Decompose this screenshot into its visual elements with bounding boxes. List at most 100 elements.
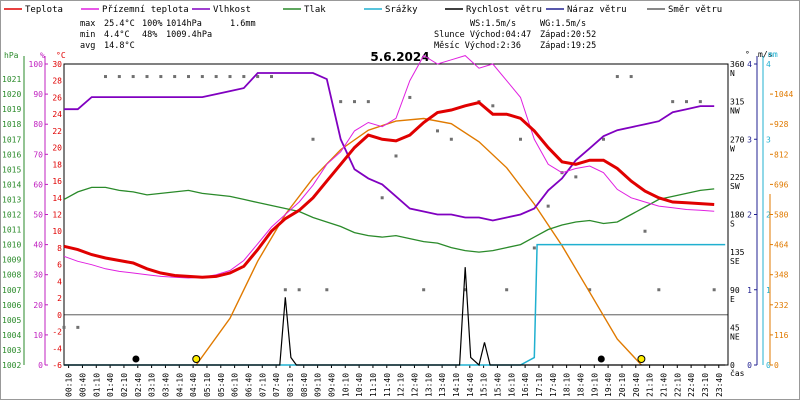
wind-direction-mark [615,75,619,79]
x-axis-title: čas [730,368,745,378]
wind-direction-mark [505,288,509,292]
x-tick-label: 10:40 [355,373,364,397]
wind-direction-mark [519,137,522,141]
wind-direction-mark [228,75,232,79]
x-tick-label: 03:40 [161,373,170,397]
solar-radiation-line [195,117,642,366]
hpa-tick-label: 1002 [2,361,21,370]
rain-tick-label: 2 [766,211,771,220]
hpa-tick-label: 1016 [2,150,21,159]
x-tick-label: 06:40 [244,373,253,397]
radiation-tick-label: 116 [774,331,789,340]
wind-direction-mark [629,75,633,79]
rain-tick-label: 0 [766,361,771,370]
x-tick-label: 12:40 [410,373,419,397]
x-tick-label: 13:10 [424,373,433,397]
x-tick-label: 14:10 [452,373,461,397]
temp-tick-label: 14 [52,194,62,203]
wind-direction-mark [463,288,467,292]
x-tick-label: 19:10 [590,373,599,397]
legend-label: Rychlost větru [466,5,542,15]
direction-cardinal-label: NE [730,332,740,341]
direction-cardinal-label: N [730,69,735,78]
hpa-tick-label: 1014 [2,180,21,189]
wind-direction-mark [187,75,190,79]
temp-tick-label: 30 [52,60,62,69]
wind-direction-mark [104,75,107,79]
wind-direction-mark [546,204,550,208]
humidity-tick-label: 100 [29,60,44,69]
wind-direction-mark [353,100,356,104]
wind-direction-mark [131,75,135,79]
wind-direction-mark [256,75,260,79]
humidity-tick-label: 10 [33,331,43,340]
stat-max-humidity: 100% [142,19,162,29]
pressure-line [63,186,715,253]
wind-direction-mark [574,175,578,179]
direction-tick-label: 315 [730,98,745,107]
radiation-tick-label: 0 [774,361,779,370]
wind-direction-mark [366,100,370,104]
hpa-tick-label: 1019 [2,105,21,114]
wind-direction-mark [311,137,315,141]
stat-max-temp: 25.4°C [104,19,135,29]
direction-tick-label: 270 [730,135,745,144]
x-tick-label: 01:10 [92,373,101,397]
radiation-tick-label: 1044 [774,90,793,99]
x-tick-label: 21:10 [646,373,655,397]
wind-direction-mark [491,104,495,108]
direction-tick-label: 360 [730,60,745,69]
hpa-tick-label: 1020 [2,90,21,99]
direction-cardinal-label: SW [730,182,740,191]
x-tick-label: 04:10 [175,373,184,397]
legend-label: Srážky [385,5,418,15]
temp-tick-label: 2 [57,294,62,303]
x-tick-label: 08:40 [300,373,309,397]
radiation-tick-label: 696 [774,180,789,189]
x-tick-label: 00:10 [65,373,74,397]
info-wind-gust: WG:1.5m/s [540,19,586,29]
hpa-tick-label: 1003 [2,346,21,355]
humidity-axis-title: % [40,51,45,60]
radiation-tick-label: 464 [774,241,789,250]
x-tick-label: 14:40 [466,373,475,397]
legend-label: Přízemní teplota [102,5,189,15]
x-tick-label: 10:10 [341,373,350,397]
stat-avg-label: avg [80,41,95,51]
radiation-tick-label: 580 [774,211,789,220]
x-tick-label: 17:40 [549,373,558,397]
wind-direction-mark [145,75,149,79]
temp-tick-label: 16 [52,177,62,186]
direction-tick-label: 225 [730,173,745,182]
direction-tick-label: 0 [730,361,735,370]
temp-tick-label: 6 [57,261,62,270]
wind-direction-mark [380,196,384,200]
legend-label: Tlak [304,5,326,15]
stat-max-label: max [80,19,95,29]
x-tick-label: 09:40 [327,373,336,397]
wind-direction-mark [214,75,218,79]
info-moonset: Západ:19:25 [540,41,596,51]
radiation-tick-label: 928 [774,120,789,129]
rain-tick-label: 1 [766,286,771,295]
legend-label: Teplota [25,5,63,15]
x-tick-label: 08:10 [286,373,295,397]
direction-cardinal-label: W [730,144,735,153]
wind-direction-mark [173,75,177,79]
temperature-line [63,100,715,279]
x-tick-label: 05:40 [217,373,226,397]
humidity-tick-label: 80 [33,120,43,129]
wind-direction-mark [270,75,273,79]
ground-temperature-line [63,54,715,279]
wind-direction-mark [712,288,716,292]
windspeed-tick-label: 3 [747,135,752,144]
plot-border [63,63,729,366]
moonset-marker [597,355,605,363]
radiation-tick-label: 812 [774,150,789,159]
stat-avg-temp: 14.8°C [104,41,135,51]
wind-direction-mark [685,100,688,104]
wind-speed-line [64,267,726,367]
moonrise-marker [132,355,140,363]
